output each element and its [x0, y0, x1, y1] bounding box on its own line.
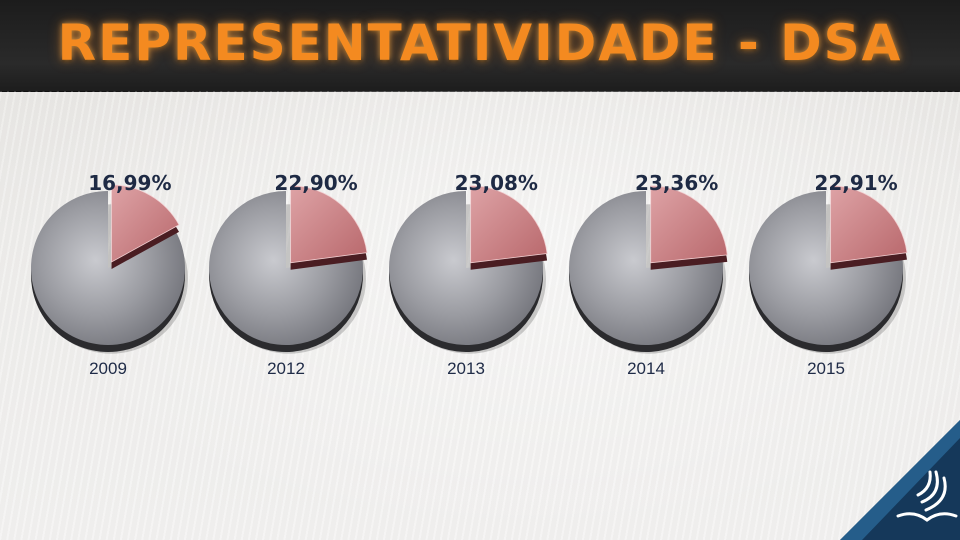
pie-2012: 22,90% 2012 — [209, 171, 368, 378]
pie-rest-slice — [209, 191, 363, 345]
percent-label: 23,36% — [635, 171, 718, 195]
pie-rest-slice — [31, 191, 186, 345]
year-label: 2009 — [89, 359, 127, 378]
year-label: 2014 — [627, 359, 665, 378]
flame-book-icon — [896, 470, 958, 522]
pie-highlight-slice — [830, 185, 908, 264]
pie-2014: 23,36% 2014 — [569, 171, 728, 378]
page-title: REPRESENTATIVIDADE - DSA — [57, 14, 903, 72]
pie-highlight-slice — [290, 185, 368, 264]
percent-label: 22,91% — [814, 171, 897, 195]
percent-label: 22,90% — [274, 171, 357, 195]
year-label: 2015 — [807, 359, 845, 378]
pie-highlight-slice — [111, 184, 180, 263]
pie-2009: 16,99% 2009 — [31, 171, 188, 378]
church-logo — [840, 420, 960, 540]
pie-highlight-slice — [470, 185, 548, 264]
year-label: 2013 — [447, 359, 485, 378]
pie-charts: 16,99% 2009 22,90% 2012 23,08% 2013 23,36% 2014… — [31, 171, 908, 378]
percent-label: 16,99% — [88, 171, 171, 195]
pie-rest-slice — [388, 191, 543, 346]
pie-2015: 22,91% 2015 — [749, 171, 908, 378]
pie-2013: 23,08% 2013 — [388, 171, 548, 378]
pie-highlight-slice — [650, 185, 728, 264]
percent-label: 23,08% — [455, 171, 538, 195]
title-bar: REPRESENTATIVIDADE - DSA — [0, 0, 960, 92]
pie-rest-slice — [569, 191, 723, 345]
year-label: 2012 — [267, 359, 305, 378]
pie-rest-slice — [749, 191, 903, 345]
